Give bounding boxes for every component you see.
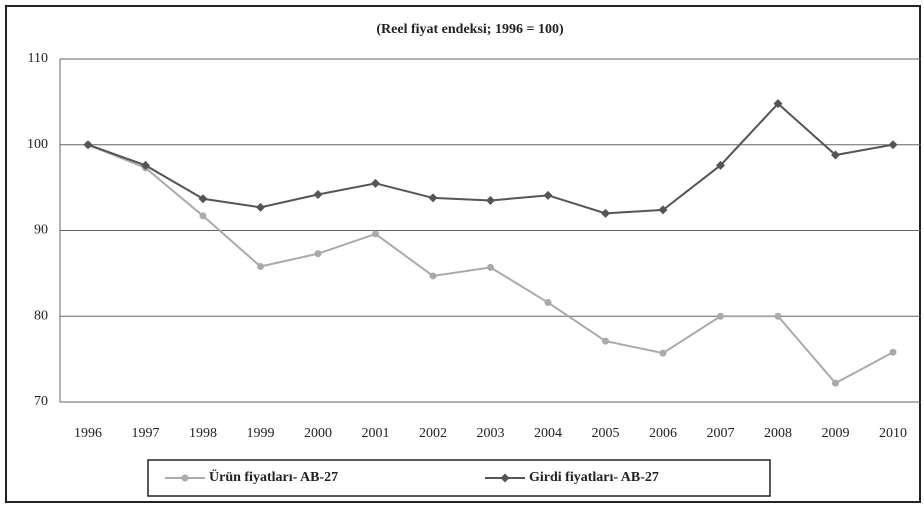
x-tick-label: 2000 <box>304 426 332 441</box>
point <box>486 195 495 205</box>
point <box>602 337 609 345</box>
point <box>372 230 379 238</box>
legend-label: Girdi fiyatları- AB-27 <box>529 470 659 485</box>
x-tick-label: 2004 <box>534 426 562 441</box>
point <box>773 99 783 109</box>
point <box>198 194 208 204</box>
point <box>716 160 725 170</box>
point <box>83 140 93 150</box>
point <box>429 272 437 280</box>
point <box>889 348 897 356</box>
y-tick-label: 70 <box>34 394 48 409</box>
x-tick-label: 2001 <box>362 426 390 441</box>
y-tick-label: 100 <box>27 137 48 152</box>
x-tick-label: 2009 <box>822 426 850 441</box>
x-tick-label: 2010 <box>879 426 907 441</box>
x-tick-label: 2003 <box>477 426 505 441</box>
point <box>888 140 898 150</box>
legend-label: Ürün fiyatları- AB-27 <box>209 468 338 485</box>
x-tick-label: 2006 <box>649 426 677 441</box>
x-tick-label: 1996 <box>74 426 102 441</box>
point <box>544 299 552 307</box>
point <box>199 212 207 220</box>
point <box>601 208 610 218</box>
point <box>831 150 840 160</box>
x-tick-label: 1998 <box>189 426 217 441</box>
x-tick-label: 2008 <box>764 426 792 441</box>
chart-frame <box>5 5 921 503</box>
y-tick-label: 110 <box>28 51 48 66</box>
point <box>141 160 150 170</box>
chart-title: (Reel fiyat endeksi; 1996 = 100) <box>376 22 564 37</box>
point <box>543 190 553 200</box>
y-tick-label: 80 <box>34 308 48 323</box>
point <box>371 178 380 188</box>
point <box>487 263 494 271</box>
point <box>832 379 839 387</box>
legend-marker <box>500 473 510 483</box>
point <box>658 205 668 215</box>
x-tick-label: 2005 <box>592 426 620 441</box>
point <box>257 263 264 271</box>
point <box>717 312 724 320</box>
x-tick-label: 2007 <box>707 426 735 441</box>
x-tick-label: 1999 <box>247 426 275 441</box>
point <box>659 349 667 357</box>
point <box>256 202 265 212</box>
point <box>774 312 782 320</box>
legend-box <box>147 459 771 497</box>
x-tick-label: 1997 <box>132 426 160 441</box>
y-tick-label: 90 <box>34 223 48 238</box>
point <box>428 193 438 203</box>
point <box>313 189 323 199</box>
legend-marker <box>181 474 189 482</box>
x-tick-label: 2002 <box>419 426 447 441</box>
point <box>314 250 322 258</box>
